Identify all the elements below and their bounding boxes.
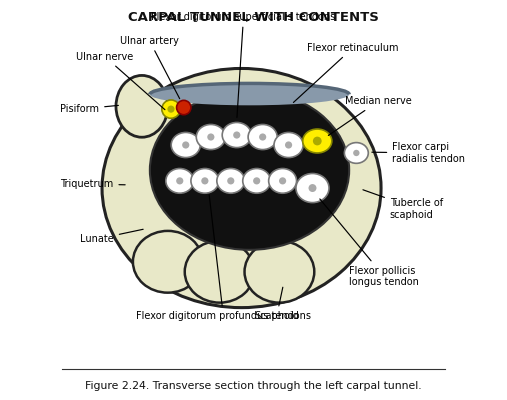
Ellipse shape	[196, 124, 226, 150]
Ellipse shape	[248, 124, 277, 150]
Circle shape	[253, 177, 260, 184]
Text: Flexor carpi
radialis tendon: Flexor carpi radialis tendon	[372, 142, 465, 164]
Text: Flexor pollicis
longus tendon: Flexor pollicis longus tendon	[320, 199, 419, 287]
Text: Ulnar nerve: Ulnar nerve	[76, 52, 165, 110]
Ellipse shape	[222, 122, 251, 148]
Text: Flexor digitorum profundus tendons: Flexor digitorum profundus tendons	[136, 195, 311, 321]
Circle shape	[279, 177, 286, 184]
Text: Triquetrum: Triquetrum	[60, 179, 125, 189]
Text: Lunate: Lunate	[80, 229, 143, 244]
Ellipse shape	[303, 129, 332, 153]
Circle shape	[162, 100, 180, 118]
Text: Flexor digitorum superficialis tendons: Flexor digitorum superficialis tendons	[152, 12, 336, 118]
Circle shape	[182, 142, 189, 148]
Ellipse shape	[133, 231, 203, 293]
Circle shape	[259, 134, 266, 141]
Text: Median nerve: Median nerve	[329, 96, 412, 136]
Circle shape	[227, 177, 234, 184]
Circle shape	[313, 137, 321, 145]
Ellipse shape	[191, 168, 219, 193]
Ellipse shape	[116, 76, 168, 137]
Ellipse shape	[150, 90, 349, 250]
Ellipse shape	[296, 174, 329, 202]
Circle shape	[233, 132, 240, 139]
Ellipse shape	[166, 168, 194, 193]
Ellipse shape	[344, 143, 368, 163]
Text: CARPAL TUNNEL WITH CONTENTS: CARPAL TUNNEL WITH CONTENTS	[128, 11, 379, 24]
Ellipse shape	[243, 168, 271, 193]
Circle shape	[176, 100, 191, 115]
Ellipse shape	[171, 132, 200, 158]
Circle shape	[176, 177, 184, 184]
Circle shape	[167, 106, 174, 113]
Text: Scaphoid: Scaphoid	[254, 287, 299, 321]
Text: Ulnar artery: Ulnar artery	[120, 36, 179, 99]
Ellipse shape	[217, 168, 245, 193]
Text: Tubercle of
scaphoid: Tubercle of scaphoid	[363, 190, 443, 220]
Ellipse shape	[150, 84, 349, 105]
Ellipse shape	[269, 168, 297, 193]
Circle shape	[353, 150, 359, 156]
Ellipse shape	[244, 241, 314, 303]
Text: Figure 2.24. Transverse section through the left carpal tunnel.: Figure 2.24. Transverse section through …	[85, 380, 422, 390]
Circle shape	[285, 142, 292, 148]
Text: Flexor retinaculum: Flexor retinaculum	[294, 43, 399, 102]
Ellipse shape	[274, 132, 303, 158]
Ellipse shape	[185, 241, 255, 303]
Circle shape	[201, 177, 208, 184]
Circle shape	[308, 184, 316, 192]
Circle shape	[207, 134, 214, 141]
Ellipse shape	[102, 68, 381, 308]
Text: Pisiform: Pisiform	[60, 104, 119, 114]
